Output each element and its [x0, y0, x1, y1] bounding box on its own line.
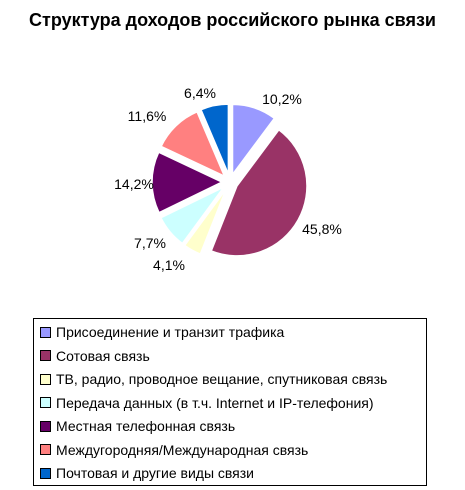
legend-swatch	[40, 350, 51, 361]
legend-label: Присоединение и транзит трафика	[56, 324, 285, 340]
legend-item: Сотовая связь	[40, 346, 150, 366]
slice-data-label: 6,4%	[184, 85, 216, 101]
legend-swatch	[40, 397, 51, 408]
pie-chart: 10,2% 45,8% 4,1% 7,7% 14,2% 11,6% 6,4%	[114, 85, 342, 273]
legend-label: Почтовая и другие виды связи	[56, 465, 255, 481]
slice-data-label: 10,2%	[262, 91, 302, 107]
pie-slice	[200, 103, 230, 175]
slice-data-label: 7,7%	[134, 235, 166, 251]
legend-swatch	[40, 326, 51, 338]
legend-item: ТВ, радио, проводное вещание, спутникова…	[40, 369, 387, 389]
legend-label: Местная телефонная связь	[56, 418, 236, 434]
legend-swatch	[40, 444, 51, 455]
legend-item: Почтовая и другие виды связи	[40, 463, 254, 483]
legend-swatch	[40, 467, 51, 479]
legend-swatch	[40, 373, 51, 385]
pie-slice	[159, 186, 225, 245]
chart-title: Структура доходов российского рынка связ…	[29, 10, 436, 30]
legend-item: Присоединение и транзит трафика	[40, 322, 284, 342]
slice-data-label: 4,1%	[153, 257, 185, 273]
legend-item: Междугородняя/Международная связь	[40, 440, 308, 460]
legend-label: Сотовая связь	[56, 347, 150, 364]
pie-slice	[151, 151, 224, 214]
legend-label: Междугородняя/Международная связь	[56, 441, 309, 458]
pie-slice	[183, 188, 227, 256]
legend-item: Передача данных (в т.ч. Internet и IP-те…	[40, 393, 374, 413]
slice-data-label: 45,8%	[302, 221, 342, 237]
slice-data-label: 14,2%	[114, 176, 154, 192]
legend-item: Местная телефонная связь	[40, 416, 235, 436]
legend-label: Передача данных (в т.ч. Internet и IP-те…	[56, 394, 374, 411]
pie-slice	[160, 110, 226, 178]
pie-slice	[210, 128, 308, 257]
legend-label: ТВ, радио, проводное вещание, спутникова…	[56, 371, 388, 387]
pie-slice	[231, 103, 276, 177]
slice-data-label: 11,6%	[128, 108, 167, 124]
chart-legend: Присоединение и транзит трафика Сотовая с…	[33, 318, 427, 486]
legend-swatch	[40, 420, 51, 432]
